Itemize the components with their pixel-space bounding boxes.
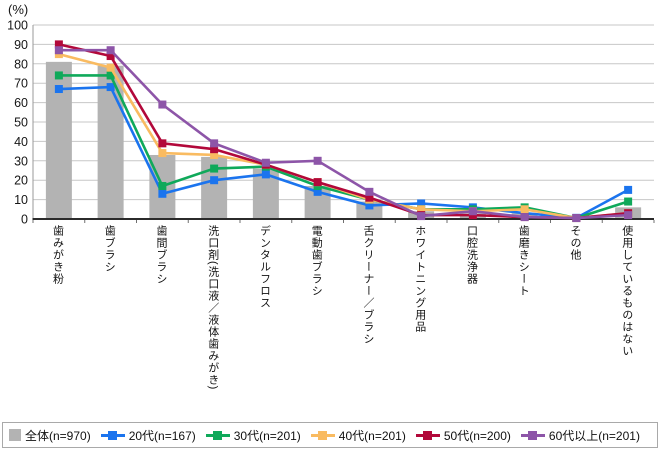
- legend-bar-swatch-icon: [9, 429, 21, 441]
- data-point-marker: [313, 178, 322, 187]
- legend-line-swatch-icon: [205, 430, 230, 440]
- data-point-marker: [106, 83, 115, 92]
- legend-label: 20代(n=167): [128, 428, 196, 443]
- data-point-marker: [54, 85, 63, 94]
- legend-line-swatch-icon: [520, 430, 545, 440]
- data-point-marker: [624, 211, 633, 220]
- data-point-marker: [158, 189, 167, 198]
- y-tick-label: 60: [14, 96, 28, 110]
- data-point-marker: [210, 145, 219, 154]
- legend-item: 20代(n=167): [100, 427, 196, 444]
- legend-item: 60代以上(n=201): [520, 427, 640, 444]
- data-point-marker: [158, 139, 167, 148]
- legend-line-swatch-icon: [415, 430, 440, 440]
- data-point-marker: [54, 40, 63, 49]
- legend-item: 30代(n=201): [205, 427, 301, 444]
- data-point-marker: [313, 156, 322, 165]
- y-axis-unit-label: (%): [8, 2, 29, 17]
- line-series: [58, 74, 629, 220]
- data-point-marker: [106, 52, 115, 61]
- data-point-marker: [210, 150, 219, 159]
- legend-marker-icon: [212, 430, 222, 440]
- data-point-marker: [106, 63, 115, 72]
- data-point-marker: [210, 176, 219, 185]
- y-tick-label: 90: [14, 38, 28, 52]
- data-point-marker: [158, 100, 167, 109]
- y-tick-label: 0: [21, 213, 28, 227]
- data-point-marker: [417, 205, 426, 214]
- line-series: [58, 85, 629, 220]
- data-point-marker: [210, 164, 219, 173]
- legend-marker-icon: [527, 430, 537, 440]
- y-tick-label: 50: [14, 116, 28, 130]
- y-tick-label: 40: [14, 135, 28, 149]
- data-point-marker: [365, 187, 374, 196]
- data-point-marker: [365, 201, 374, 210]
- y-tick-label: 20: [14, 174, 28, 188]
- legend-line-swatch-icon: [310, 430, 335, 440]
- legend-marker-icon: [317, 430, 327, 440]
- legend: 全体(n=970) 20代(n=167) 30代(n=201) 40代(n=201) 5…: [2, 422, 658, 448]
- data-point-marker: [54, 46, 63, 55]
- legend-item: 40代(n=201): [310, 427, 406, 444]
- data-point-marker: [417, 199, 426, 208]
- data-point-marker: [158, 182, 167, 191]
- y-tick-label: 70: [14, 77, 28, 91]
- data-point-marker: [261, 158, 270, 167]
- data-point-marker: [572, 214, 581, 223]
- data-point-marker: [624, 185, 633, 194]
- data-point-marker: [313, 187, 322, 196]
- data-point-marker: [158, 149, 167, 158]
- data-point-marker: [624, 197, 633, 206]
- legend-label: 40代(n=201): [338, 428, 406, 443]
- data-point-marker: [210, 139, 219, 148]
- legend-label: 30代(n=201): [233, 428, 301, 443]
- data-point-marker: [520, 213, 529, 222]
- data-point-marker: [106, 71, 115, 80]
- legend-label: 50代(n=200): [443, 428, 511, 443]
- y-tick-label: 100: [7, 19, 28, 33]
- y-tick-label: 10: [14, 193, 28, 207]
- data-point-marker: [417, 212, 426, 221]
- data-point-marker: [365, 193, 374, 202]
- legend-label: 全体(n=970): [25, 428, 91, 443]
- legend-marker-icon: [422, 430, 432, 440]
- data-point-marker: [106, 46, 115, 55]
- legend-line-swatch-icon: [100, 430, 125, 440]
- legend-marker-icon: [107, 430, 117, 440]
- legend-item: 全体(n=970): [9, 427, 91, 444]
- y-tick-label: 80: [14, 57, 28, 71]
- y-tick-label: 30: [14, 154, 28, 168]
- line-series: [58, 48, 629, 220]
- data-point-marker: [468, 207, 477, 216]
- legend-label: 60代以上(n=201): [548, 428, 640, 443]
- data-point-marker: [520, 205, 529, 214]
- data-point-marker: [261, 170, 270, 179]
- legend-item: 50代(n=200): [415, 427, 511, 444]
- data-point-marker: [54, 71, 63, 80]
